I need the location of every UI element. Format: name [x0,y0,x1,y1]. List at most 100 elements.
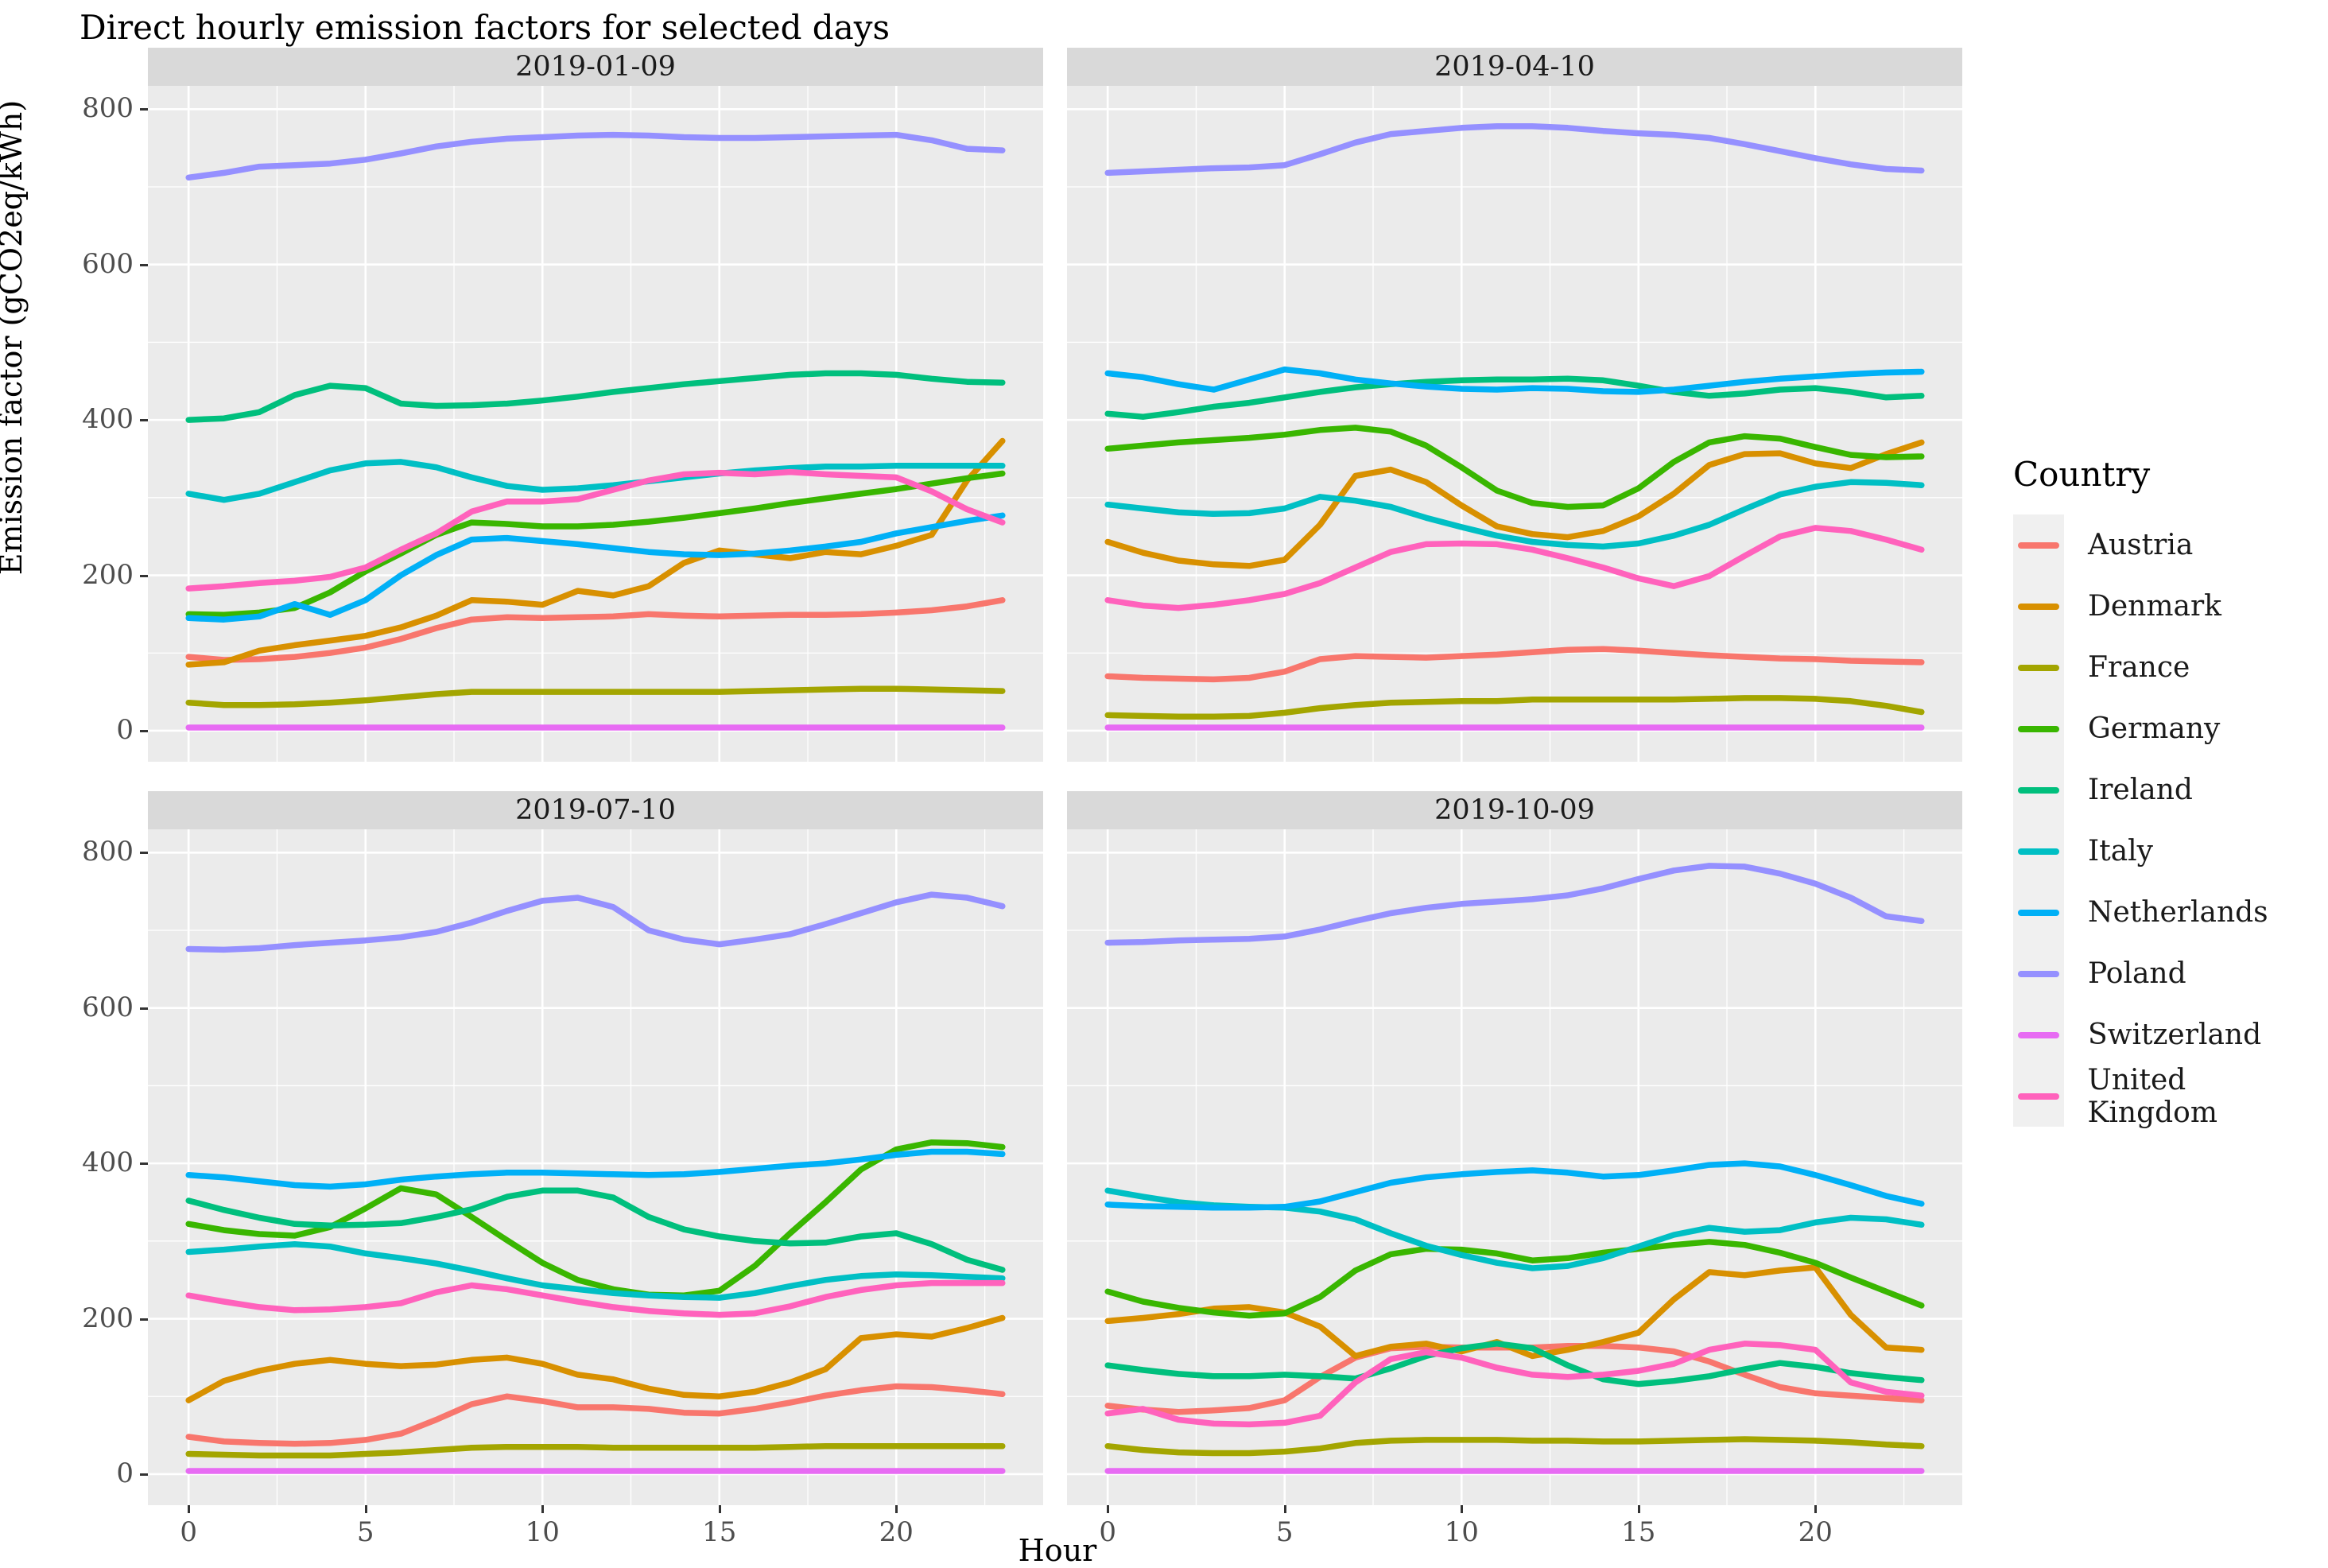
y-tick-label: 600 [82,991,134,1023]
legend-line-swatch [2018,541,2059,549]
legend-label: France [2088,651,2190,684]
x-tick-label: 10 [1444,1516,1479,1548]
line-netherlands [1104,1160,1925,1211]
x-tick-label: 5 [1275,1516,1294,1548]
legend-line-swatch [2017,1093,2059,1100]
line-germany [185,470,1006,619]
legend-key-icon [2013,576,2064,637]
y-tick-mark [140,852,148,855]
facet-strip-2019-04-10: 2019-04-10 [1067,48,1962,86]
y-tick-mark [140,263,148,266]
legend-key-icon [2013,1004,2064,1065]
line-denmark [1104,439,1925,569]
legend-line-swatch [2018,970,2059,977]
legend-label: Austria [2088,529,2194,561]
legend-label: Denmark [2088,590,2221,623]
legend-line-swatch [2018,664,2059,671]
line-poland [1104,123,1925,177]
x-tick-label: 15 [1621,1516,1656,1548]
facet-plot-2019-01-09 [148,86,1043,762]
legend-label: Italy [2088,835,2154,867]
x-tick-label: 15 [702,1516,737,1548]
y-tick-mark [140,419,148,422]
y-tick-label: 600 [82,247,134,280]
legend-item-ireland: Ireland [2013,759,2323,821]
line-denmark [185,1314,1006,1403]
facet-panel-2019-07-10 [148,829,1043,1505]
y-tick-mark [140,1473,148,1476]
x-tick-mark [718,1505,721,1513]
x-tick-mark [1461,1505,1464,1513]
legend-title: Country [2013,455,2151,494]
line-italy [1104,479,1925,550]
legend-item-switzerland: Switzerland [2013,1004,2323,1065]
line-france [185,1442,1006,1459]
legend-line-swatch [2018,603,2059,610]
legend-label: Poland [2088,957,2186,990]
legend: Country Austria Denmark France Germany Irela… [2013,455,2323,1129]
y-tick-label: 0 [116,713,134,746]
y-tick-mark [140,574,148,577]
line-ireland [185,370,1006,423]
x-tick-label: 0 [180,1516,197,1548]
x-tick-mark [1283,1505,1286,1513]
line-austria [185,1383,1006,1447]
legend-item-netherlands: Netherlands [2013,882,2323,943]
legend-label: Germany [2088,712,2221,745]
line-ireland [185,1187,1006,1273]
line-united-kingdom [1104,1341,1925,1428]
line-denmark [185,437,1006,668]
x-tick-label: 10 [525,1516,560,1548]
line-poland [1104,863,1925,946]
x-tick-label: 20 [879,1516,914,1548]
x-tick-label: 20 [1798,1516,1833,1548]
facet-panel-2019-04-10 [1067,86,1962,762]
facet-plot-2019-07-10 [148,829,1043,1505]
line-germany [185,1139,1006,1298]
x-tick-mark [895,1505,898,1513]
legend-item-france: France [2013,637,2323,698]
line-united-kingdom [1104,525,1925,611]
facet-strip-2019-01-09: 2019-01-09 [148,48,1043,86]
y-tick-label: 0 [116,1457,134,1489]
chart-title: Direct hourly emission factors for selec… [80,8,890,47]
legend-line-swatch [2018,909,2059,916]
line-france [1104,695,1925,720]
line-italy [185,1240,1006,1301]
x-tick-label: 0 [1099,1516,1116,1548]
x-tick-mark [1814,1505,1818,1513]
line-poland [185,891,1006,953]
y-tick-mark [140,1318,148,1321]
legend-label: Ireland [2088,774,2193,806]
facet-strip-2019-07-10: 2019-07-10 [148,791,1043,829]
legend-item-denmark: Denmark [2013,576,2323,637]
line-netherlands [185,512,1006,623]
legend-key-icon [2013,821,2064,882]
y-tick-label: 800 [82,92,134,125]
line-united-kingdom [185,468,1006,592]
legend-item-germany: Germany [2013,698,2323,759]
line-france [1104,1436,1925,1457]
legend-label: Switzerland [2088,1019,2262,1051]
x-tick-mark [1637,1505,1640,1513]
y-tick-mark [140,1007,148,1010]
line-denmark [1104,1264,1925,1360]
legend-items: Austria Denmark France Germany Ireland Italy N… [2013,514,2323,1129]
facet-strip-2019-10-09: 2019-10-09 [1067,791,1962,829]
line-netherlands [185,1148,1006,1190]
legend-key-icon [2013,943,2064,1004]
legend-label: Netherlands [2088,896,2268,929]
x-tick-mark [541,1505,545,1513]
legend-key-icon [2013,698,2064,759]
facet-panel-2019-10-09 [1067,829,1962,1505]
line-germany [1104,425,1925,510]
legend-line-swatch [2018,848,2059,855]
y-tick-mark [140,1162,148,1166]
x-tick-mark [1107,1505,1110,1513]
facet-panel-2019-01-09 [148,86,1043,762]
legend-line-swatch [2018,725,2059,732]
line-netherlands [1104,366,1925,395]
line-united-kingdom [185,1279,1006,1318]
y-axis-title: Emission factor (gCO2eq/kWh) [0,99,29,576]
